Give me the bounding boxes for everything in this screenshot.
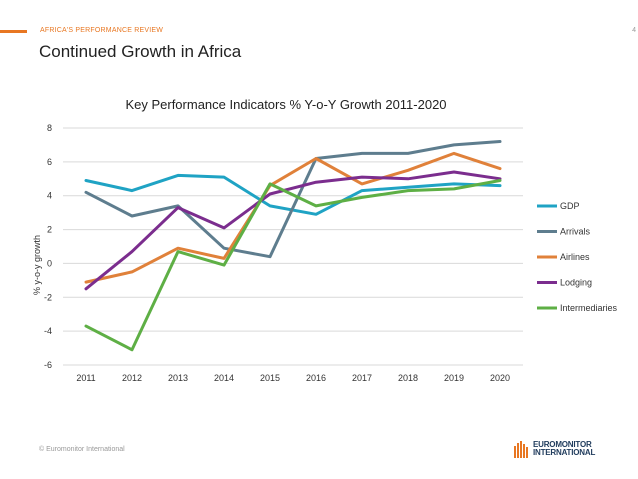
y-axis-label: % y-o-y growth: [32, 235, 42, 295]
x-tick-label: 2015: [260, 373, 280, 383]
section-label: AFRICA'S PERFORMANCE REVIEW: [40, 27, 164, 34]
x-tick-label: 2016: [306, 373, 326, 383]
x-tick-label: 2013: [168, 373, 188, 383]
euromonitor-logo-icon: [514, 441, 528, 458]
y-tick-label: 4: [47, 191, 52, 201]
x-tick-label: 2019: [444, 373, 464, 383]
legend-label-intermediaries: Intermediaries: [560, 303, 618, 313]
y-tick-label: -4: [44, 326, 52, 336]
y-tick-label: 6: [47, 157, 52, 167]
legend-label-airlines: Airlines: [560, 252, 590, 262]
x-tick-label: 2020: [490, 373, 510, 383]
y-tick-label: -6: [44, 360, 52, 370]
series-line-airlines: [84, 151, 502, 284]
header-accent-bar: [0, 30, 27, 33]
y-tick-label: 0: [47, 258, 52, 268]
footer-copyright: © Euromonitor International: [39, 446, 125, 453]
logo-text: EUROMONITOR INTERNATIONAL: [533, 440, 596, 457]
series-line-lodging: [84, 170, 502, 291]
x-tick-label: 2017: [352, 373, 372, 383]
legend-label-arrivals: Arrivals: [560, 227, 591, 237]
page-title: Continued Growth in Africa: [39, 42, 242, 61]
x-tick-label: 2018: [398, 373, 418, 383]
legend-label-gdp: GDP: [560, 201, 580, 211]
y-tick-label: -2: [44, 292, 52, 302]
x-tick-label: 2011: [76, 373, 95, 383]
y-tick-label: 8: [47, 123, 52, 133]
chart-title: Key Performance Indicators % Y-o-Y Growt…: [125, 97, 446, 112]
y-tick-label: 2: [47, 225, 52, 235]
x-tick-label: 2014: [214, 373, 234, 383]
legend-label-lodging: Lodging: [560, 278, 592, 288]
x-tick-label: 2012: [122, 373, 142, 383]
page-number: 4: [632, 27, 636, 34]
series-line-arrivals: [84, 140, 502, 259]
series-line-intermediaries: [84, 179, 502, 352]
